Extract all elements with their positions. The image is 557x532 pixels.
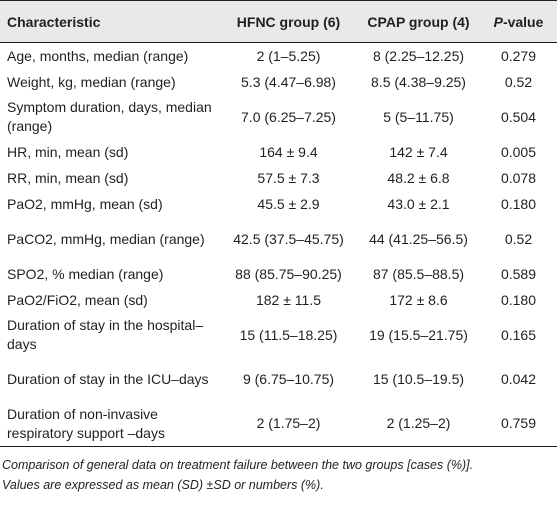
table-row: Duration of non-invasive respiratory sup…: [0, 401, 557, 447]
table-row: SPO2, % median (range) 88 (85.75–90.25) …: [0, 261, 557, 287]
p-value-suffix: -value: [502, 13, 544, 30]
row-characteristic: RR, min, mean (sd): [7, 169, 129, 186]
row-cpap-value: 43.0 ± 2.1: [387, 195, 450, 212]
header-cpap-group: CPAP group (4): [357, 0, 480, 43]
table-row: RR, min, mean (sd) 57.5 ± 7.3 48.2 ± 6.8…: [0, 165, 557, 191]
row-characteristic: PaO2/FiO2, mean (sd): [7, 291, 148, 308]
row-characteristic: Duration of non-invasive respiratory sup…: [0, 401, 220, 447]
table-body: Age, months, median (range) 2 (1–5.25) 8…: [0, 43, 557, 447]
row-p-value: 0.589: [500, 265, 537, 282]
table-row: Duration of stay in the ICU–days 9 (6.75…: [0, 357, 557, 401]
row-cpap-value: 172 ± 8.6: [389, 291, 448, 308]
row-p-value: 0.52: [504, 230, 533, 247]
table-row: Duration of stay in the hospital–days 15…: [0, 313, 557, 357]
table-row: PaO2, mmHg, mean (sd) 45.5 ± 2.9 43.0 ± …: [0, 191, 557, 217]
footnote-line: Values are expressed as mean (SD) ±SD or…: [2, 478, 324, 492]
row-p-value: 0.180: [500, 195, 537, 212]
row-hfnc-value: 2 (1.75–2): [220, 401, 357, 447]
table-footnote: Comparison of general data on treatment …: [0, 455, 557, 495]
row-hfnc-value: 5.3 (4.47–6.98): [241, 73, 336, 90]
p-value-letter: P: [493, 13, 503, 30]
row-hfnc-value: 7.0 (6.25–7.25): [241, 108, 336, 125]
table-row: Weight, kg, median (range) 5.3 (4.47–6.9…: [0, 69, 557, 95]
row-cpap-value: 2 (1.25–2): [357, 401, 480, 447]
row-characteristic: Weight, kg, median (range): [7, 73, 176, 90]
table-row: PaCO2, mmHg, median (range) 42.5 (37.5–4…: [0, 217, 557, 261]
row-cpap-value: 19 (15.5–21.75): [369, 326, 468, 343]
table-row: Age, months, median (range) 2 (1–5.25) 8…: [0, 43, 557, 70]
row-hfnc-value: 88 (85.75–90.25): [235, 265, 342, 282]
row-p-value: 0.165: [500, 326, 537, 343]
row-p-value: 0.042: [500, 370, 537, 387]
row-p-value: 0.759: [480, 401, 557, 447]
row-cpap-value: 5 (5–11.75): [383, 108, 454, 125]
row-p-value: 0.279: [500, 47, 537, 64]
row-cpap-value: 15 (10.5–19.5): [372, 370, 465, 387]
row-hfnc-value: 45.5 ± 2.9: [257, 195, 320, 212]
row-cpap-value: 8.5 (4.38–9.25): [371, 73, 466, 90]
row-hfnc-value: 2 (1–5.25): [256, 47, 321, 64]
header-row: Characteristic HFNC group (6) CPAP group…: [0, 0, 557, 43]
header-characteristic: Characteristic: [0, 0, 220, 43]
row-characteristic: PaCO2, mmHg, median (range): [7, 230, 205, 247]
row-characteristic: Duration of stay in the hospital–days: [7, 317, 204, 352]
row-hfnc-value: 42.5 (37.5–45.75): [233, 230, 344, 247]
row-cpap-value: 87 (85.5–88.5): [372, 265, 465, 282]
header-p-value: P-value: [480, 0, 557, 43]
row-p-value: 0.180: [500, 291, 537, 308]
row-characteristic: PaO2, mmHg, mean (sd): [7, 195, 163, 212]
table-row: HR, min, mean (sd) 164 ± 9.4 142 ± 7.4 0…: [0, 139, 557, 165]
row-characteristic: Symptom duration, days, median (range): [7, 99, 212, 134]
table-row: PaO2/FiO2, mean (sd) 182 ± 11.5 172 ± 8.…: [0, 287, 557, 313]
row-hfnc-value: 182 ± 11.5: [255, 291, 322, 308]
row-characteristic: Duration of stay in the ICU–days: [7, 370, 209, 387]
header-hfnc-group: HFNC group (6): [220, 0, 357, 43]
row-cpap-value: 8 (2.25–12.25): [372, 47, 465, 64]
row-characteristic: Age, months, median (range): [7, 47, 189, 64]
footnote-line: Comparison of general data on treatment …: [2, 458, 474, 472]
row-cpap-value: 44 (41.25–56.5): [369, 230, 468, 247]
row-cpap-value: 142 ± 7.4: [389, 143, 448, 160]
row-hfnc-value: 15 (11.5–18.25): [239, 326, 338, 343]
row-cpap-value: 48.2 ± 6.8: [387, 169, 450, 186]
row-characteristic: SPO2, % median (range): [7, 265, 164, 282]
row-p-value: 0.52: [504, 73, 533, 90]
table-row: Symptom duration, days, median (range) 7…: [0, 95, 557, 139]
row-p-value: 0.504: [500, 108, 537, 125]
table-header: Characteristic HFNC group (6) CPAP group…: [0, 0, 557, 43]
row-p-value: 0.078: [500, 169, 537, 186]
comparison-table: Characteristic HFNC group (6) CPAP group…: [0, 0, 557, 447]
row-hfnc-value: 164 ± 9.4: [259, 143, 318, 160]
row-hfnc-value: 57.5 ± 7.3: [257, 169, 320, 186]
row-hfnc-value: 9 (6.75–10.75): [242, 370, 335, 387]
row-p-value: 0.005: [500, 143, 537, 160]
row-characteristic: HR, min, mean (sd): [7, 143, 129, 160]
